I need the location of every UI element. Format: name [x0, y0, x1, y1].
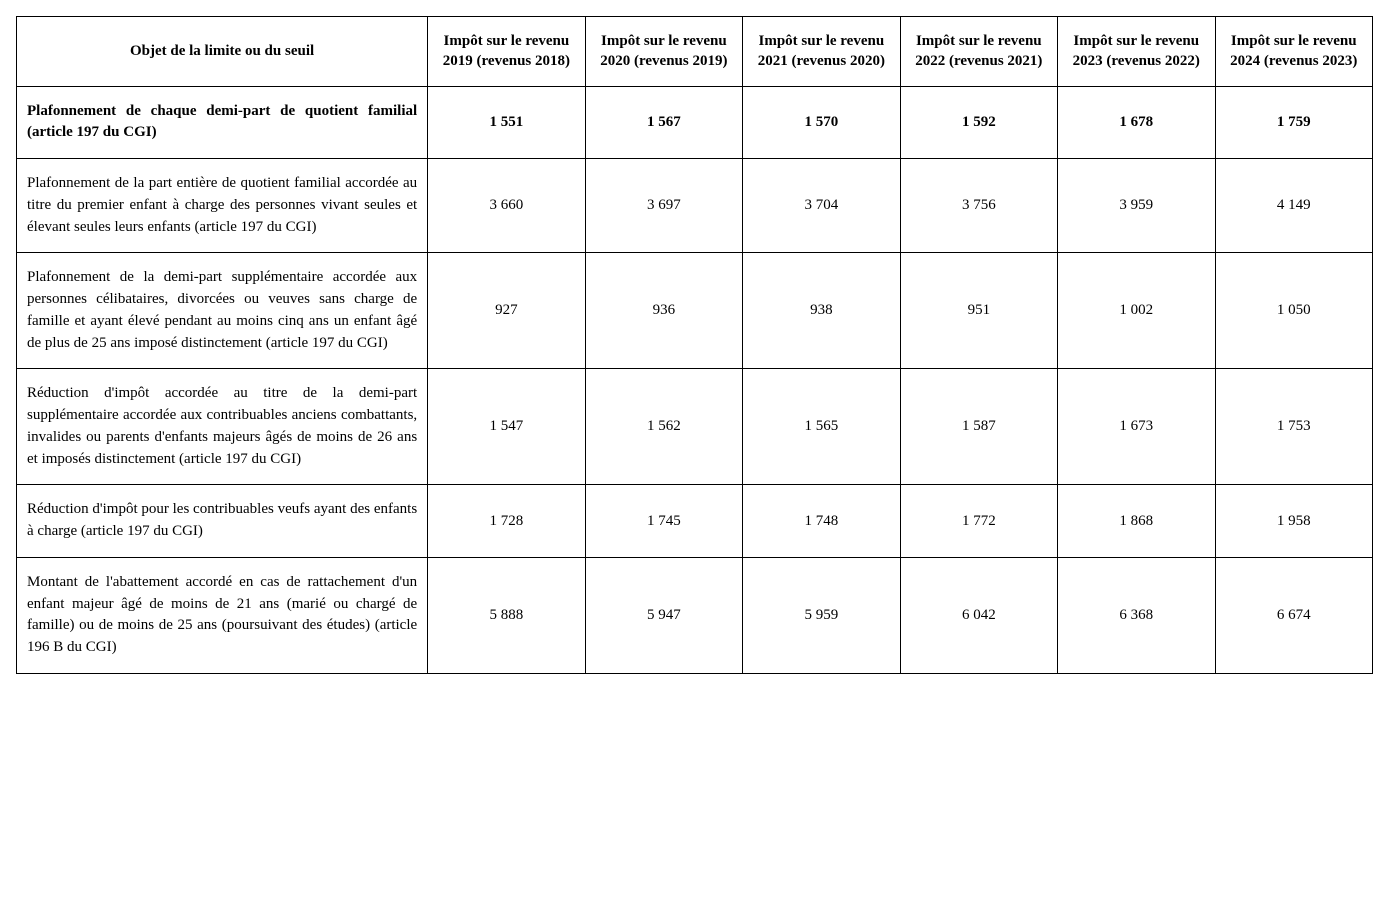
- table-row: Plafonnement de chaque demi-part de quot…: [17, 86, 1373, 159]
- row-description: Plafonnement de la demi-part supplémenta…: [17, 253, 428, 369]
- row-value: 936: [585, 253, 742, 369]
- row-value: 3 756: [900, 159, 1057, 253]
- row-value: 1 748: [743, 485, 900, 558]
- tax-thresholds-table: Objet de la limite ou du seuil Impôt sur…: [16, 16, 1373, 674]
- row-value: 1 868: [1058, 485, 1215, 558]
- header-year-2021: Impôt sur le revenu 2021 (revenus 2020): [743, 17, 900, 87]
- row-value: 951: [900, 253, 1057, 369]
- row-value: 1 570: [743, 86, 900, 159]
- row-value: 6 674: [1215, 557, 1372, 673]
- row-value: 3 660: [428, 159, 585, 253]
- row-value: 938: [743, 253, 900, 369]
- row-value: 4 149: [1215, 159, 1372, 253]
- row-value: 1 673: [1058, 369, 1215, 485]
- row-description: Réduction d'impôt pour les contribuables…: [17, 485, 428, 558]
- header-description: Objet de la limite ou du seuil: [17, 17, 428, 87]
- table-row: Plafonnement de la part entière de quoti…: [17, 159, 1373, 253]
- row-value: 1 551: [428, 86, 585, 159]
- row-value: 1 753: [1215, 369, 1372, 485]
- row-value: 1 567: [585, 86, 742, 159]
- table-body: Plafonnement de chaque demi-part de quot…: [17, 86, 1373, 673]
- table-row: Plafonnement de la demi-part supplémenta…: [17, 253, 1373, 369]
- header-year-2023: Impôt sur le revenu 2023 (revenus 2022): [1058, 17, 1215, 87]
- header-year-2022: Impôt sur le revenu 2022 (revenus 2021): [900, 17, 1057, 87]
- row-value: 1 547: [428, 369, 585, 485]
- header-year-2019: Impôt sur le revenu 2019 (revenus 2018): [428, 17, 585, 87]
- row-value: 927: [428, 253, 585, 369]
- row-value: 1 050: [1215, 253, 1372, 369]
- table-header-row: Objet de la limite ou du seuil Impôt sur…: [17, 17, 1373, 87]
- table-row: Réduction d'impôt pour les contribuables…: [17, 485, 1373, 558]
- row-value: 1 772: [900, 485, 1057, 558]
- header-year-2020: Impôt sur le revenu 2020 (revenus 2019): [585, 17, 742, 87]
- row-value: 3 704: [743, 159, 900, 253]
- row-value: 6 368: [1058, 557, 1215, 673]
- row-value: 1 745: [585, 485, 742, 558]
- row-description: Plafonnement de chaque demi-part de quot…: [17, 86, 428, 159]
- row-description: Montant de l'abattement accordé en cas d…: [17, 557, 428, 673]
- table-row: Réduction d'impôt accordée au titre de l…: [17, 369, 1373, 485]
- row-value: 3 959: [1058, 159, 1215, 253]
- row-value: 1 958: [1215, 485, 1372, 558]
- row-value: 1 562: [585, 369, 742, 485]
- table-row: Montant de l'abattement accordé en cas d…: [17, 557, 1373, 673]
- row-value: 5 888: [428, 557, 585, 673]
- header-year-2024: Impôt sur le revenu 2024 (revenus 2023): [1215, 17, 1372, 87]
- row-description: Réduction d'impôt accordée au titre de l…: [17, 369, 428, 485]
- row-value: 1 678: [1058, 86, 1215, 159]
- row-value: 1 759: [1215, 86, 1372, 159]
- row-value: 5 959: [743, 557, 900, 673]
- row-description: Plafonnement de la part entière de quoti…: [17, 159, 428, 253]
- row-value: 6 042: [900, 557, 1057, 673]
- row-value: 1 592: [900, 86, 1057, 159]
- row-value: 1 002: [1058, 253, 1215, 369]
- row-value: 3 697: [585, 159, 742, 253]
- row-value: 1 565: [743, 369, 900, 485]
- row-value: 5 947: [585, 557, 742, 673]
- row-value: 1 587: [900, 369, 1057, 485]
- row-value: 1 728: [428, 485, 585, 558]
